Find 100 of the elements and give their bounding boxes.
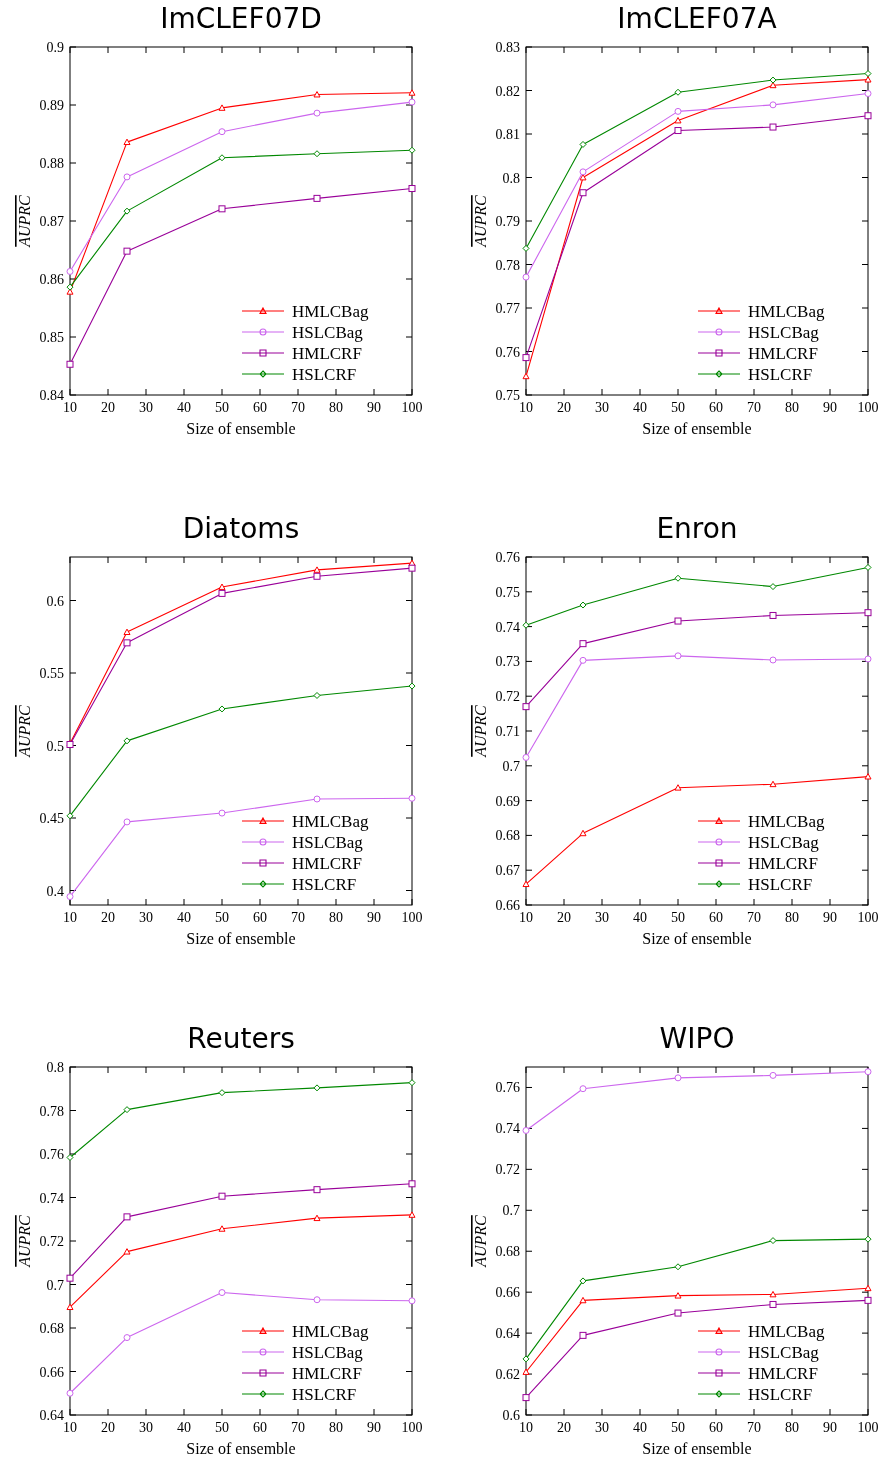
- point: [579, 168, 587, 176]
- point: [674, 574, 682, 582]
- point: [313, 691, 321, 699]
- point: [579, 601, 587, 609]
- point: [674, 1263, 682, 1271]
- x-tick-label: 80: [785, 910, 799, 925]
- point: [674, 117, 682, 124]
- y-tick-label: 0.76: [495, 550, 520, 565]
- x-tick-label: 50: [215, 910, 229, 925]
- x-tick-label: 30: [139, 400, 153, 415]
- y-tick-label: 0.66: [39, 1364, 64, 1380]
- x-tick-label: 40: [633, 400, 647, 415]
- point: [408, 1211, 416, 1218]
- point: [123, 207, 131, 215]
- point: [769, 1071, 777, 1079]
- y-tick-label: 0.76: [39, 1147, 64, 1162]
- x-tick-label: 20: [101, 910, 115, 925]
- y-tick-label: 0.4: [46, 883, 64, 899]
- point: [579, 829, 587, 837]
- x-tick-label: 100: [857, 1420, 879, 1435]
- legend-label: HSLCRF: [748, 365, 813, 384]
- point: [579, 640, 587, 648]
- x-tick-label: 70: [291, 400, 305, 415]
- legend-label: HSLCBag: [748, 833, 820, 852]
- legend-label: HMLCRF: [292, 854, 362, 873]
- point: [408, 1180, 416, 1188]
- point: [218, 128, 226, 136]
- y-tick-label: 0.71: [495, 724, 520, 739]
- y-tick-label: 0.86: [39, 272, 64, 287]
- chart-title: ImCLEF07D: [160, 2, 322, 35]
- x-tick-label: 90: [823, 400, 837, 415]
- point: [864, 1235, 872, 1243]
- point: [864, 1284, 872, 1292]
- point: [579, 174, 587, 181]
- x-tick-label: 20: [101, 400, 115, 415]
- x-axis-title: Size of ensemble: [642, 930, 752, 947]
- y-tick-label: 0.64: [495, 1326, 520, 1342]
- x-tick-label: 20: [557, 400, 571, 415]
- point: [313, 566, 321, 573]
- x-tick-label: 100: [401, 910, 423, 925]
- point: [123, 639, 131, 647]
- y-tick-label: 0.68: [495, 1244, 520, 1260]
- y-tick-label: 0.72: [495, 689, 520, 705]
- point: [864, 70, 872, 78]
- point: [313, 1084, 321, 1092]
- legend-label: HMLCBag: [292, 302, 369, 321]
- x-tick-label: 40: [633, 910, 647, 925]
- y-tick-label: 0.69: [495, 793, 520, 809]
- x-tick-label: 70: [747, 1420, 761, 1435]
- y-tick-label: 0.66: [495, 898, 520, 913]
- point: [313, 1296, 321, 1304]
- point: [408, 185, 416, 193]
- legend-label: HMLCRF: [748, 1364, 818, 1383]
- legend-label: HMLCRF: [748, 344, 818, 363]
- x-tick-label: 30: [139, 910, 153, 925]
- y-tick-label: 0.7: [46, 1277, 64, 1293]
- y-tick-label: 0.6: [502, 1408, 520, 1423]
- x-tick-label: 100: [857, 400, 879, 415]
- x-tick-label: 30: [595, 400, 609, 415]
- x-tick-label: 20: [557, 1420, 571, 1435]
- x-tick-label: 60: [709, 1420, 723, 1435]
- point: [522, 1355, 530, 1363]
- point: [218, 589, 226, 597]
- y-tick-label: 0.45: [39, 811, 64, 826]
- x-tick-label: 60: [253, 910, 267, 925]
- point: [218, 205, 226, 213]
- x-tick-label: 80: [329, 1420, 343, 1435]
- point: [674, 1309, 682, 1317]
- legend-label: HSLCRF: [292, 875, 357, 894]
- point: [522, 273, 530, 281]
- point: [218, 705, 226, 713]
- legend-label: HSLCBag: [292, 1343, 364, 1362]
- point: [408, 564, 416, 572]
- point: [408, 98, 416, 106]
- y-tick-label: 0.8: [46, 1060, 64, 1075]
- point: [218, 1192, 226, 1200]
- y-axis-title: AUPRC: [16, 1214, 33, 1268]
- point: [123, 737, 131, 745]
- point: [66, 267, 74, 275]
- point: [123, 1213, 131, 1221]
- x-tick-label: 100: [401, 1420, 423, 1435]
- point: [123, 138, 131, 146]
- x-tick-label: 50: [671, 400, 685, 415]
- x-tick-label: 60: [253, 400, 267, 415]
- point: [522, 703, 530, 711]
- x-tick-label: 80: [785, 400, 799, 415]
- y-tick-label: 0.68: [495, 828, 520, 844]
- x-tick-label: 90: [823, 910, 837, 925]
- y-tick-label: 0.67: [495, 863, 520, 879]
- point: [66, 812, 74, 820]
- point: [313, 91, 321, 98]
- y-tick-label: 0.85: [39, 330, 64, 345]
- y-tick-label: 0.8: [502, 170, 520, 186]
- point: [769, 101, 777, 109]
- x-tick-label: 10: [519, 910, 533, 925]
- legend-label: HSLCBag: [748, 323, 820, 342]
- point: [674, 652, 682, 660]
- x-tick-label: 70: [291, 1420, 305, 1435]
- legend-label: HSLCBag: [292, 323, 364, 342]
- x-tick-label: 40: [177, 400, 191, 415]
